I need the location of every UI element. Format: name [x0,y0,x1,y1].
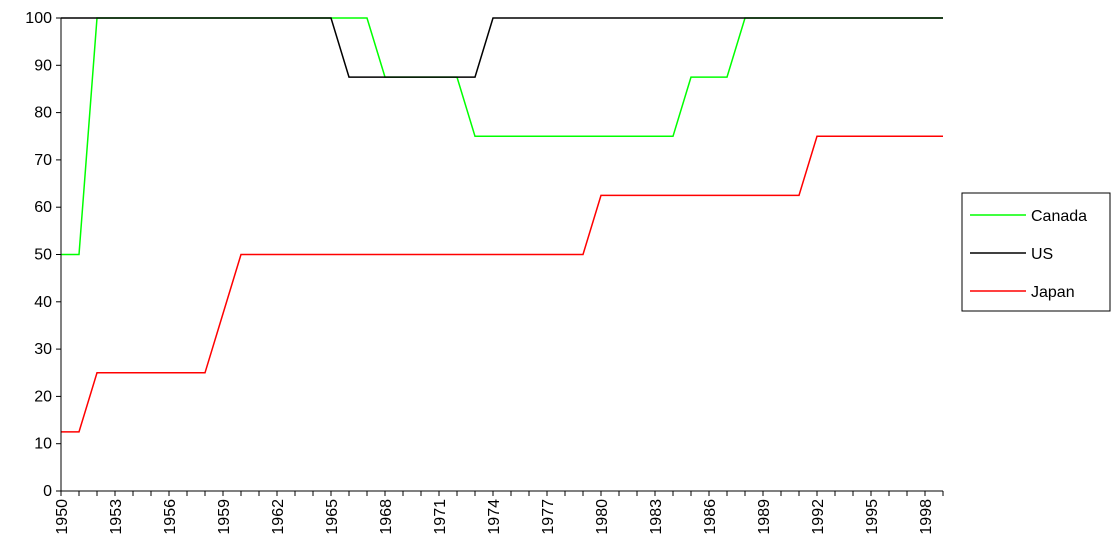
y-tick-label: 50 [34,247,52,264]
y-tick-label: 30 [34,341,52,358]
series-line-us [61,17,943,78]
legend-label-us: US [1031,246,1053,263]
x-tick-label: 1968 [378,499,395,535]
y-tick-label: 10 [34,436,52,453]
x-tick-label: 1959 [216,499,233,535]
y-tick-label: 90 [34,57,52,74]
plot-lines [61,17,943,433]
x-tick-label: 1977 [540,499,557,535]
x-tick-label: 1998 [918,499,935,535]
legend: Canada US Japan [961,192,1111,312]
x-tick-label: 1974 [486,499,503,535]
x-tick-label: 1980 [594,499,611,535]
x-tick-label: 1989 [756,499,773,535]
y-tick-label: 0 [43,483,52,500]
x-tick-label: 1983 [648,499,665,535]
y-tick-label: 100 [25,10,52,27]
x-tick-label: 1962 [270,499,287,535]
y-tick-label: 20 [34,388,52,405]
x-tick-label: 1992 [810,499,827,535]
legend-label-japan: Japan [1031,284,1075,301]
y-tick-label: 60 [34,199,52,216]
x-tick-label: 1950 [54,499,71,535]
x-tick-label: 1995 [864,499,881,535]
legend-label-canada: Canada [1031,208,1087,225]
axes: 0 10 20 30 40 50 60 70 80 90 100 1950 1953 1956 1959 19… [25,10,944,535]
series-line-japan [61,135,943,433]
y-tick-label: 80 [34,105,52,122]
x-tick-label: 1965 [324,499,341,535]
x-tick-label: 1953 [108,499,125,535]
x-tick-label: 1986 [702,499,719,535]
x-tick-label: 1956 [162,499,179,535]
series-line-canada [61,17,943,256]
x-tick-label: 1971 [432,499,449,535]
y-tick-label: 40 [34,294,52,311]
y-tick-label: 70 [34,152,52,169]
